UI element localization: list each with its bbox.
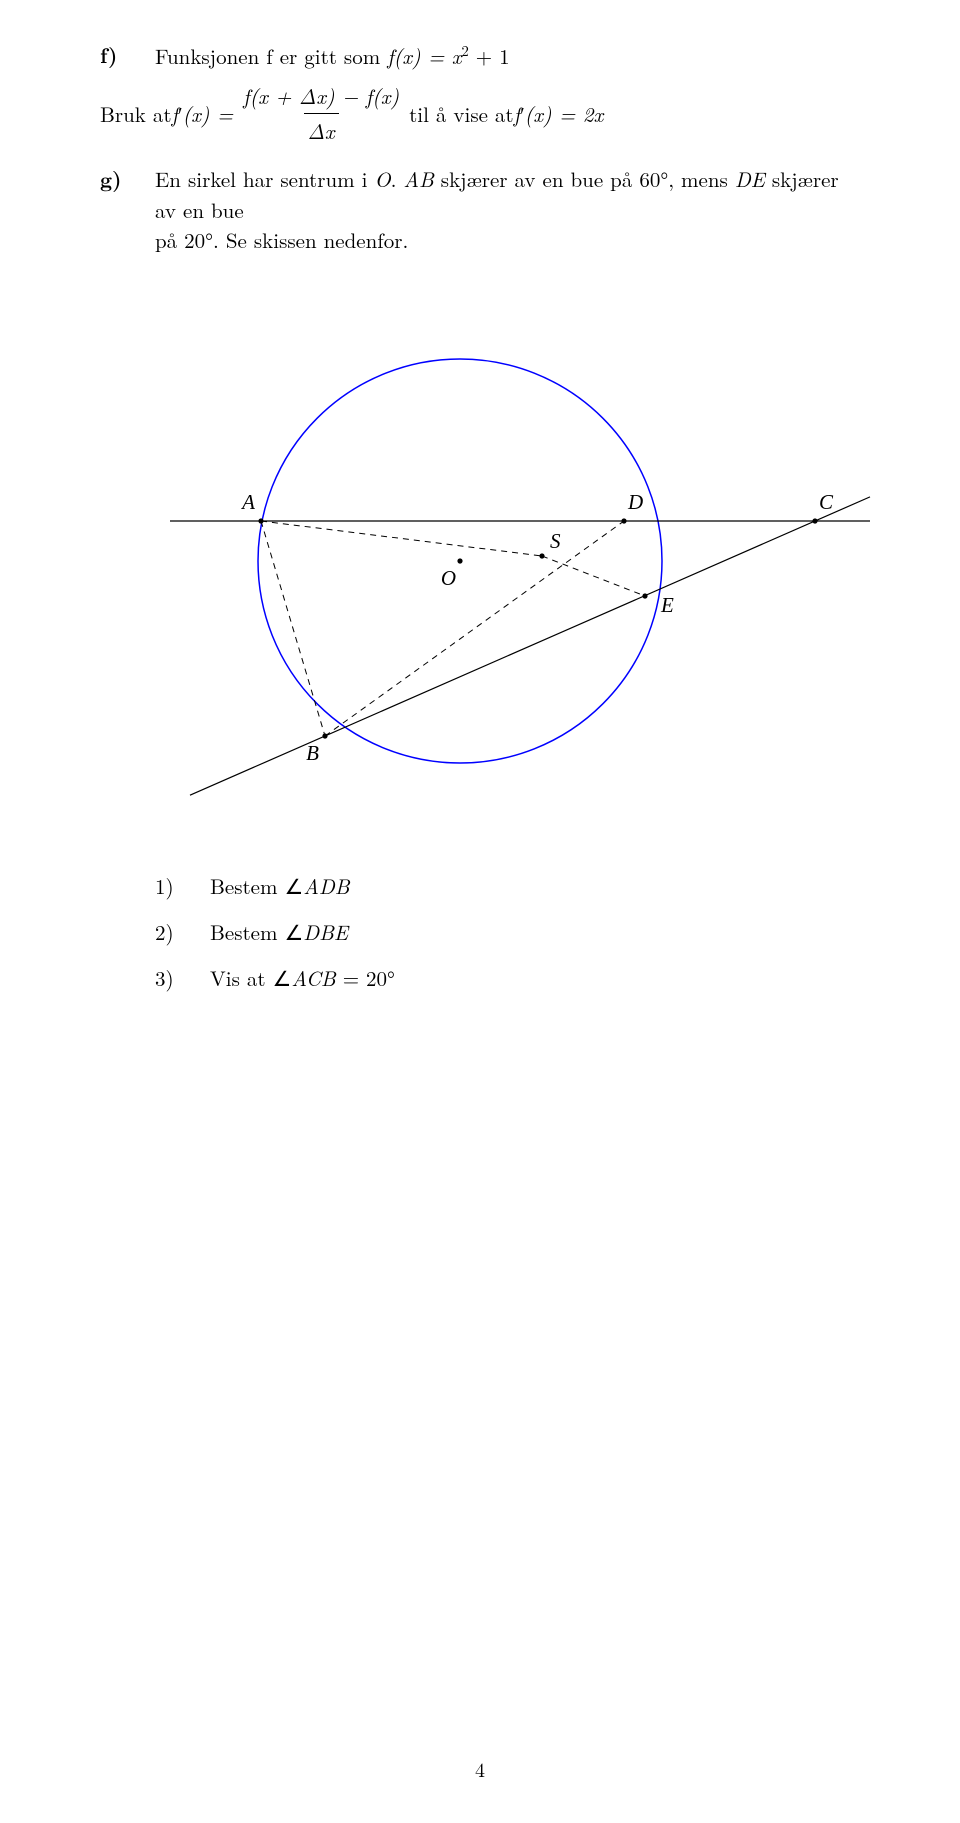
circle-diagram: A D C S O E B xyxy=(130,296,840,831)
page-number: 4 xyxy=(0,1754,960,1783)
g-line1a: En sirkel har sentrum i xyxy=(155,164,374,194)
sub-2: 2) Bestem ∠DBE xyxy=(155,917,840,947)
svg-text:O: O xyxy=(441,566,456,590)
svg-text:C: C xyxy=(819,490,834,514)
bruk-fraction: f(x + Δx) − f(x) Δx xyxy=(239,81,403,146)
sub-2-txt1: Bestem ∠ xyxy=(210,917,303,947)
sub-3-txt1: Vis at ∠ xyxy=(210,963,291,993)
f-exp: 2 xyxy=(461,40,468,61)
item-f-content: Funksjonen f er gitt som f(x) = x2 + 1 xyxy=(155,40,510,71)
sub-1-text: Bestem ∠ADB xyxy=(210,871,350,901)
bruk-prefix: Bruk at xyxy=(100,99,172,129)
diagram-svg: A D C S O E B xyxy=(130,296,890,826)
bruk-row: Bruk at f′(x) = f(x + Δx) − f(x) Δx til … xyxy=(100,81,840,146)
svg-text:E: E xyxy=(660,593,674,617)
sub-3-num: 3) xyxy=(155,963,210,993)
sub-3-ital: ACB xyxy=(291,963,335,993)
sub-3-text: Vis at ∠ACB = 20° xyxy=(210,963,395,993)
g-line1c: skjærer av en bue på 60°, mens xyxy=(434,164,735,194)
sub-2-num: 2) xyxy=(155,917,210,947)
bruk-rhs2: (x) = 2x xyxy=(525,99,604,129)
bruk-num: f(x + Δx) − f(x) xyxy=(239,81,403,113)
sub-1: 1) Bestem ∠ADB xyxy=(155,871,840,901)
svg-text:D: D xyxy=(627,490,643,514)
sub-3-txt2: = 20° xyxy=(336,963,395,993)
bruk-lhs2: (x) = xyxy=(183,99,234,129)
item-g-label: g) xyxy=(100,164,155,194)
f-text-before: Funksjonen f er gitt som xyxy=(155,41,387,71)
f-plus: + 1 xyxy=(469,41,510,71)
svg-text:B: B xyxy=(306,741,319,765)
sub-2-text: Bestem ∠DBE xyxy=(210,917,348,947)
item-g-content: En sirkel har sentrum i O. AB skjærer av… xyxy=(155,164,840,255)
bruk-den: Δx xyxy=(304,113,339,146)
sub-3: 3) Vis at ∠ACB = 20° xyxy=(155,963,840,993)
svg-text:S: S xyxy=(550,529,561,553)
g-O: O xyxy=(374,164,390,194)
svg-text:A: A xyxy=(240,490,255,514)
item-f-label: f) xyxy=(100,40,155,70)
g-DE: DE xyxy=(735,164,765,194)
sub-1-ital: ADB xyxy=(303,871,349,901)
sub-1-txt1: Bestem ∠ xyxy=(210,871,303,901)
g-line1b: . xyxy=(391,164,404,194)
g-line2: på 20°. Se skissen nedenfor. xyxy=(155,225,408,255)
sub-2-ital: DBE xyxy=(303,917,348,947)
sublist: 1) Bestem ∠ADB 2) Bestem ∠DBE 3) Vis at … xyxy=(155,871,840,993)
g-AB: AB xyxy=(403,164,433,194)
sub-1-num: 1) xyxy=(155,871,210,901)
f-equation: f(x) = x xyxy=(387,41,461,71)
bruk-mid: til å vise at xyxy=(409,99,514,129)
